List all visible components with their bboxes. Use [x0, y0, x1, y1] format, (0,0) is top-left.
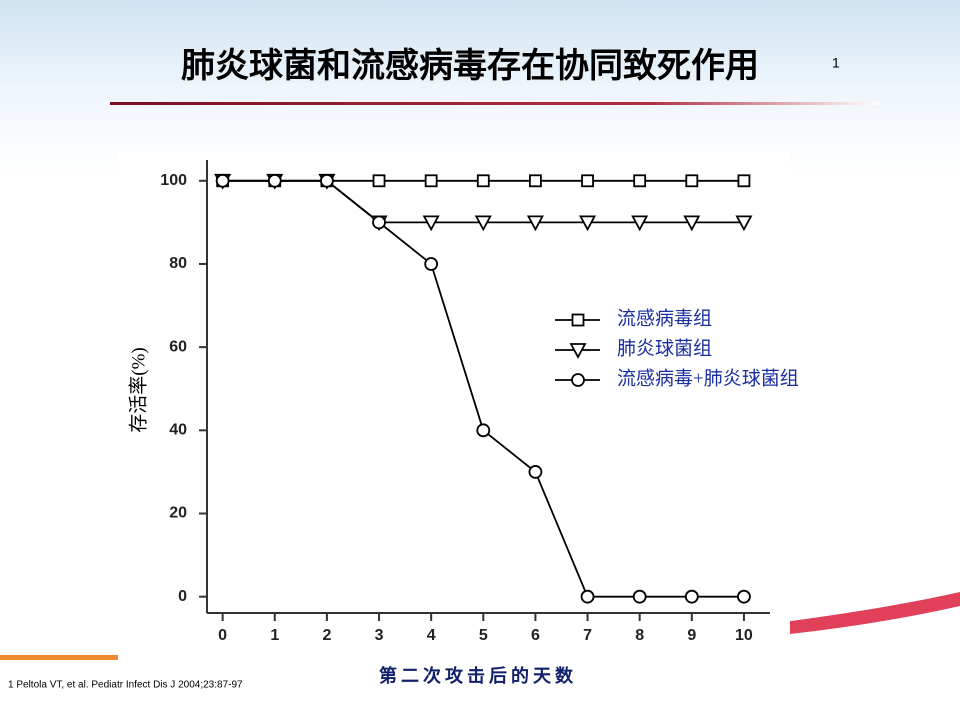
- footnote: 1 Peltola VT, et al. Pediatr Infect Dis …: [8, 680, 243, 691]
- x-tick-label: 3: [375, 627, 384, 644]
- y-tick-label: 20: [169, 505, 187, 522]
- decor-swoosh: [760, 592, 960, 634]
- x-tick-label: 9: [687, 627, 696, 644]
- title-underline: [110, 102, 880, 105]
- x-tick-label: 0: [218, 627, 227, 644]
- legend-label: 肺炎球菌组: [617, 337, 712, 359]
- marker: [528, 465, 543, 479]
- marker: [737, 589, 751, 604]
- marker: [476, 423, 491, 438]
- marker: [631, 215, 649, 232]
- x-tick-label: 2: [322, 627, 331, 644]
- legend-marker: [571, 313, 585, 327]
- legend-marker: [569, 343, 587, 359]
- y-axis-label: 存活率(%): [127, 347, 149, 432]
- legend-marker: [571, 373, 585, 387]
- x-tick-label: 8: [635, 627, 644, 644]
- marker: [526, 215, 544, 232]
- y-tick-label: 60: [169, 338, 187, 355]
- marker: [319, 173, 334, 188]
- marker: [684, 589, 699, 604]
- y-tick-label: 0: [178, 588, 187, 605]
- x-tick-label: 1: [270, 627, 279, 644]
- marker: [422, 215, 440, 232]
- marker: [581, 174, 594, 188]
- marker: [633, 174, 647, 188]
- chart-area: [118, 152, 790, 662]
- legend-label: 流感病毒组: [617, 307, 712, 329]
- marker: [737, 174, 751, 188]
- y-tick-label: 80: [169, 255, 187, 272]
- y-tick-label: 100: [160, 172, 187, 189]
- marker: [372, 215, 386, 230]
- slide-title: 肺炎球菌和流感病毒存在协同致死作用: [181, 47, 759, 85]
- marker: [683, 215, 701, 232]
- marker: [215, 173, 230, 188]
- marker: [632, 589, 647, 604]
- marker: [579, 215, 597, 232]
- marker: [735, 215, 753, 232]
- x-tick-label: 6: [531, 627, 540, 644]
- marker: [476, 174, 490, 188]
- marker: [372, 174, 386, 188]
- legend-label: 流感病毒+肺炎球菌组: [617, 367, 799, 389]
- marker: [529, 174, 542, 188]
- x-axis-label: 第二次攻击后的天数: [379, 665, 577, 686]
- decor-bar: [0, 655, 120, 660]
- marker: [424, 257, 439, 271]
- x-tick-label: 4: [427, 627, 436, 644]
- y-tick-label: 40: [169, 422, 187, 439]
- title-note: 1: [832, 55, 840, 71]
- marker: [685, 174, 699, 188]
- marker: [580, 589, 595, 604]
- x-tick-label: 10: [735, 627, 753, 644]
- x-tick-label: 7: [583, 627, 592, 644]
- marker: [424, 174, 438, 188]
- marker: [267, 173, 282, 188]
- x-tick-label: 5: [479, 627, 488, 644]
- marker: [474, 215, 492, 232]
